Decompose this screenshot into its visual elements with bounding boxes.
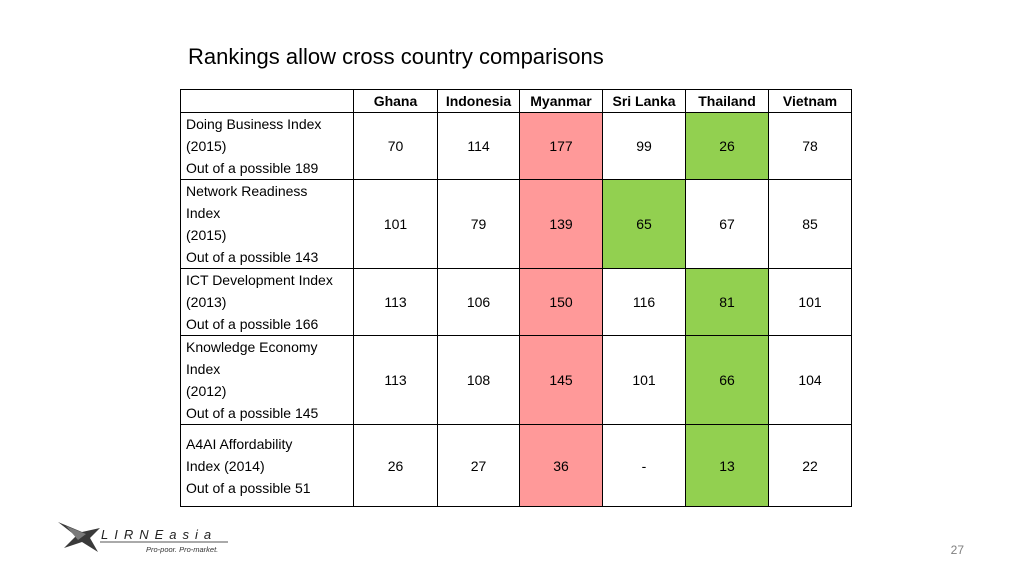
value-cell: 65 (602, 179, 686, 269)
lirneasia-logo (58, 522, 228, 552)
slide-title: Rankings allow cross country comparisons (188, 44, 604, 69)
value-cell: 81 (685, 268, 769, 336)
value-cell: 78 (768, 112, 852, 180)
header-cell-myanmar: Myanmar (519, 89, 603, 113)
logo-tagline: Pro-poor. Pro-market. (146, 545, 219, 554)
row-label: ICT Development Index (2013) Out of a po… (180, 268, 354, 336)
value-cell: - (602, 424, 686, 507)
value-cell: 177 (519, 112, 603, 180)
value-cell: 66 (685, 335, 769, 425)
table-row: Doing Business Index (2015) Out of a pos… (180, 112, 852, 180)
value-cell: 150 (519, 268, 603, 336)
value-cell: 99 (602, 112, 686, 180)
value-cell: 70 (353, 112, 438, 180)
value-cell: 27 (437, 424, 520, 507)
table-row: A4AI Affordability Index (2014) Out of a… (180, 424, 852, 507)
value-cell: 104 (768, 335, 852, 425)
value-cell: 101 (768, 268, 852, 336)
row-label: Network Readiness Index (2015) Out of a … (180, 179, 354, 269)
table-row: Network Readiness Index (2015) Out of a … (180, 179, 852, 269)
header-cell-corner (180, 89, 354, 113)
value-cell: 101 (602, 335, 686, 425)
value-cell: 106 (437, 268, 520, 336)
value-cell: 26 (353, 424, 438, 507)
header-cell-ghana: Ghana (353, 89, 438, 113)
table-row: ICT Development Index (2013) Out of a po… (180, 268, 852, 336)
table-row: Knowledge Economy Index (2012) Out of a … (180, 335, 852, 425)
value-cell: 145 (519, 335, 603, 425)
value-cell: 114 (437, 112, 520, 180)
rankings-table: Ghana Indonesia Myanmar Sri Lanka Thaila… (180, 89, 852, 507)
row-label: Knowledge Economy Index (2012) Out of a … (180, 335, 354, 425)
value-cell: 36 (519, 424, 603, 507)
value-cell: 139 (519, 179, 603, 269)
header-cell-vietnam: Vietnam (768, 89, 852, 113)
table-header-row: Ghana Indonesia Myanmar Sri Lanka Thaila… (180, 89, 852, 113)
logo-text: LIRNEasia (101, 527, 218, 542)
page-number: 27 (950, 543, 964, 557)
value-cell: 113 (353, 268, 438, 336)
value-cell: 26 (685, 112, 769, 180)
value-cell: 101 (353, 179, 438, 269)
value-cell: 22 (768, 424, 852, 507)
row-label: Doing Business Index (2015) Out of a pos… (180, 112, 354, 180)
header-cell-indonesia: Indonesia (437, 89, 520, 113)
header-cell-thailand: Thailand (685, 89, 769, 113)
value-cell: 13 (685, 424, 769, 507)
value-cell: 116 (602, 268, 686, 336)
row-label: A4AI Affordability Index (2014) Out of a… (180, 424, 354, 507)
value-cell: 67 (685, 179, 769, 269)
value-cell: 113 (353, 335, 438, 425)
value-cell: 108 (437, 335, 520, 425)
header-cell-sri-lanka: Sri Lanka (602, 89, 686, 113)
value-cell: 85 (768, 179, 852, 269)
value-cell: 79 (437, 179, 520, 269)
